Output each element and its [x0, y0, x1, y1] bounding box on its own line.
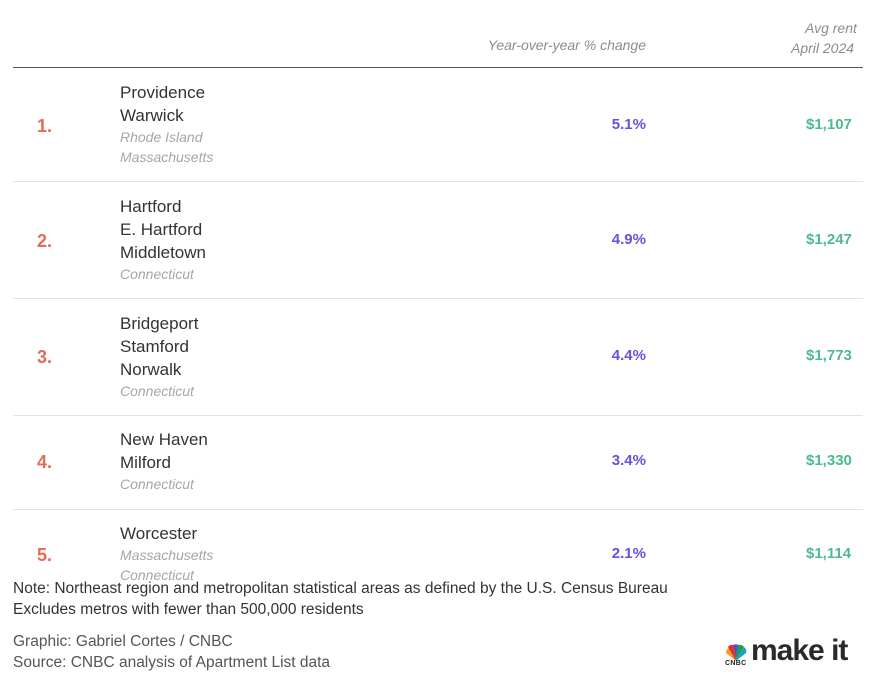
- yoy-column-header: Year-over-year % change: [487, 37, 646, 53]
- peacock-icon: [725, 644, 747, 661]
- state-name: Connecticut: [120, 383, 194, 399]
- state-name: Connecticut: [120, 567, 194, 582]
- rank-number: 4.: [37, 452, 53, 472]
- rankings-table: Year-over-year % change Avg rent April 2…: [13, 0, 863, 582]
- avg-rent: $1,114: [806, 545, 852, 562]
- yoy-change: 5.1%: [611, 116, 646, 133]
- rent-header-line1: Avg rent: [805, 20, 857, 36]
- yoy-change: 4.9%: [611, 231, 646, 248]
- state-name: Connecticut: [120, 476, 194, 492]
- city-name: Providence: [120, 83, 206, 102]
- graphic-credit: Graphic: Gabriel Cortes / CNBC: [13, 633, 233, 650]
- cnbc-wordmark: CNBC: [725, 660, 747, 667]
- table-row: 5. Worcester Massachusetts Connecticut 2…: [13, 510, 863, 582]
- avg-rent: $1,330: [806, 452, 852, 469]
- metro-names: Bridgeport Stamford Norwalk Connecticut: [120, 312, 198, 401]
- city-name: Bridgeport: [120, 314, 199, 333]
- rank-number: 2.: [37, 231, 53, 251]
- state-name: Connecticut: [120, 266, 194, 282]
- table-row: 3. Bridgeport Stamford Norwalk Connectic…: [13, 299, 863, 416]
- yoy-change: 4.4%: [611, 347, 646, 364]
- rank-number: 1.: [37, 116, 53, 136]
- yoy-change: 2.1%: [611, 545, 646, 562]
- metro-names: Worcester Massachusetts Connecticut: [120, 522, 213, 582]
- city-name: Stamford: [120, 337, 189, 356]
- city-name: New Haven: [120, 430, 208, 449]
- footnote-line: Excludes metros with fewer than 500,000 …: [13, 601, 364, 618]
- credits: Graphic: Gabriel Cortes / CNBC Source: C…: [13, 631, 330, 673]
- make-it-wordmark: make it: [751, 634, 848, 667]
- city-name: Warwick: [120, 106, 184, 125]
- city-name: Milford: [120, 453, 172, 472]
- metro-names: New Haven Milford Connecticut: [120, 428, 208, 494]
- source-credit: Source: CNBC analysis of Apartment List …: [13, 654, 331, 671]
- rank-number: 3.: [37, 347, 53, 367]
- cnbc-make-it-logo: CNBC make it: [724, 634, 864, 670]
- state-name: Massachusetts: [120, 547, 214, 563]
- city-name: Hartford: [120, 197, 182, 216]
- city-name: Middletown: [120, 243, 206, 262]
- avg-rent: $1,773: [806, 347, 852, 364]
- metro-names: Providence Warwick Rhode Island Massachu…: [120, 81, 213, 167]
- table-row: 1. Providence Warwick Rhode Island Massa…: [13, 68, 863, 182]
- city-name: Worcester: [120, 524, 198, 543]
- table-row: 4. New Haven Milford Connecticut 3.4% $1…: [13, 416, 863, 510]
- city-name: Norwalk: [120, 360, 182, 379]
- table-row: 2. Hartford E. Hartford Middletown Conne…: [13, 182, 863, 299]
- table-header: Year-over-year % change Avg rent April 2…: [13, 0, 863, 68]
- city-name: E. Hartford: [120, 220, 203, 239]
- footnote-line: Note: Northeast region and metropolitan …: [13, 580, 668, 597]
- avg-rent: $1,107: [806, 116, 852, 133]
- rent-header-line2: April 2024: [791, 40, 855, 56]
- footnote: Note: Northeast region and metropolitan …: [13, 578, 668, 620]
- state-name: Massachusetts: [120, 149, 214, 165]
- state-name: Rhode Island: [120, 129, 203, 145]
- metro-names: Hartford E. Hartford Middletown Connecti…: [120, 195, 206, 284]
- avg-rent: $1,247: [806, 231, 852, 248]
- yoy-change: 3.4%: [611, 452, 646, 469]
- rank-number: 5.: [37, 545, 53, 565]
